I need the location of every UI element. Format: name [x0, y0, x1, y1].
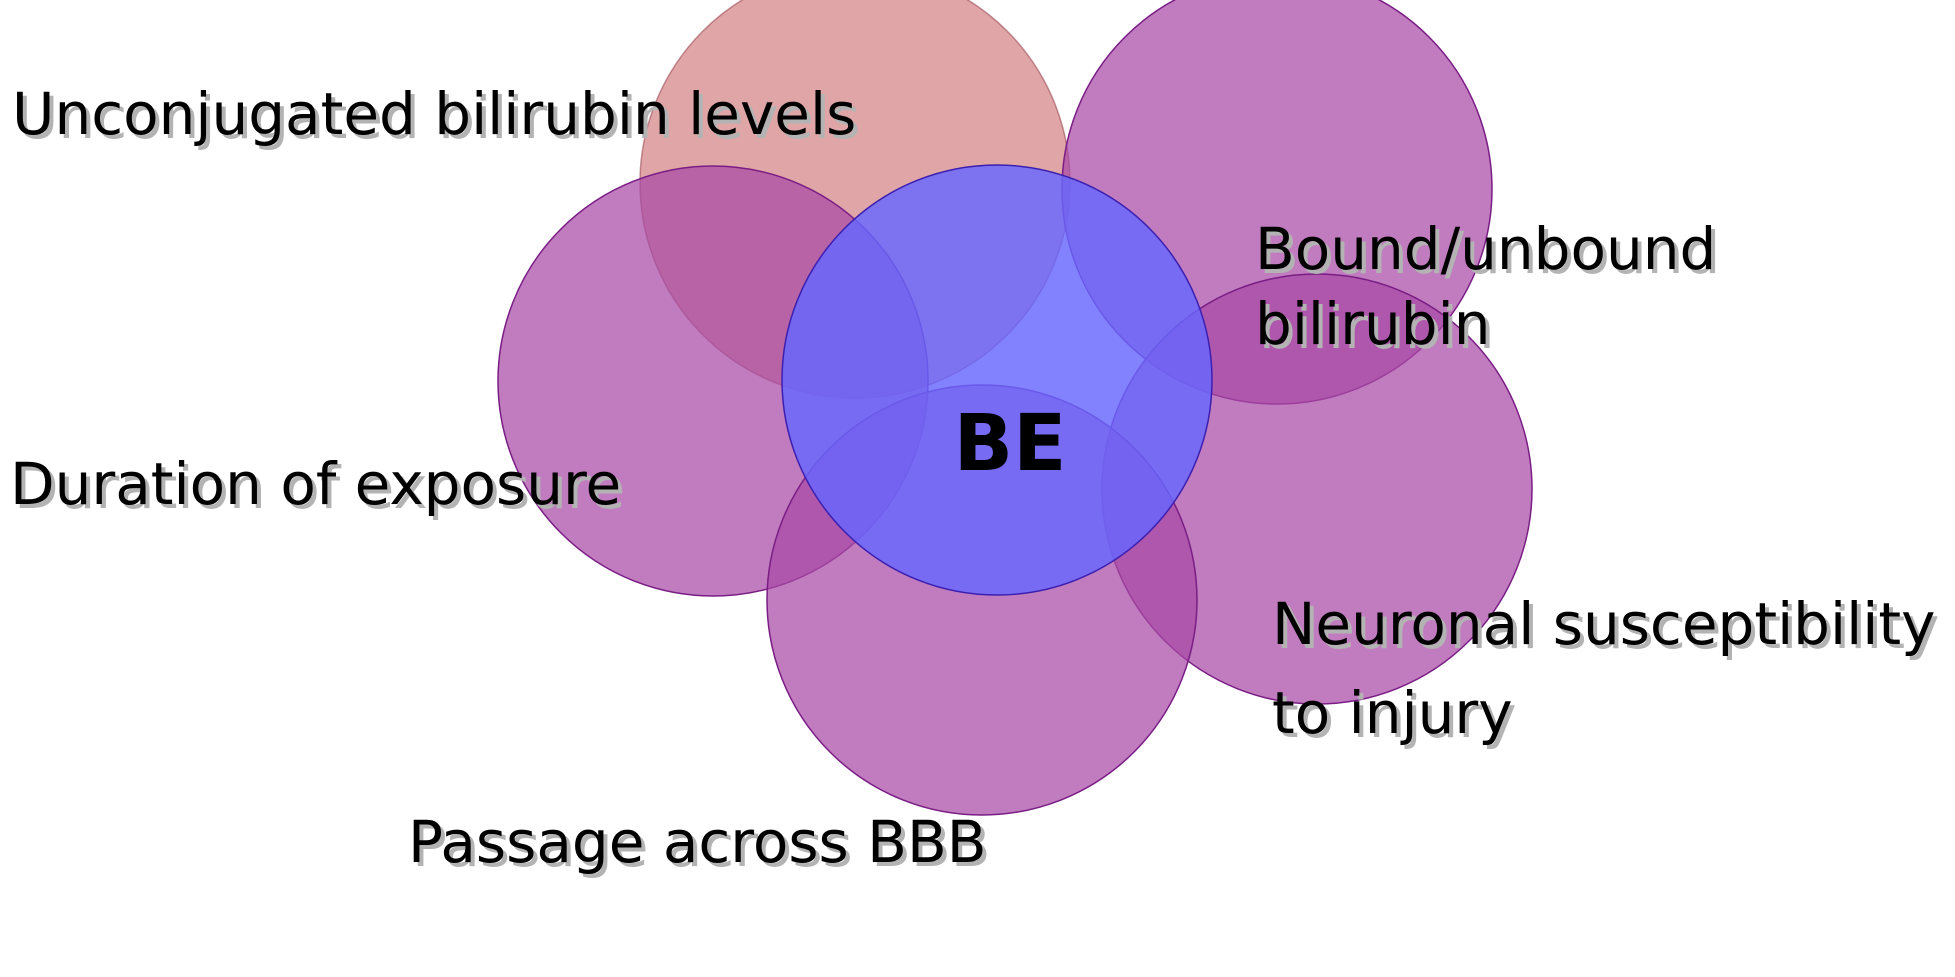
label-unconjugated-bilirubin: Unconjugated bilirubin levels Unconjugat… [12, 80, 860, 152]
svg-text:Unconjugated bilirubin levels: Unconjugated bilirubin levels [16, 84, 860, 152]
svg-text:to injury: to injury [1276, 683, 1517, 751]
label-bound-unbound-bilirubin: Bound/unbound Bound/unbound bilirubin bi… [1255, 215, 1720, 362]
svg-text:Bound/unbound: Bound/unbound [1255, 215, 1716, 283]
svg-text:bilirubin: bilirubin [1255, 290, 1490, 358]
svg-text:Duration of exposure: Duration of exposure [10, 450, 621, 518]
svg-text:Neuronal susceptibility: Neuronal susceptibility [1276, 594, 1939, 662]
label-neuronal-susceptibility: Neuronal susceptibility Neuronal suscept… [1272, 590, 1939, 751]
label-duration-of-exposure: Duration of exposure Duration of exposur… [10, 450, 625, 522]
svg-text:to injury: to injury [1272, 679, 1513, 747]
svg-text:Unconjugated bilirubin levels: Unconjugated bilirubin levels [12, 80, 856, 148]
circle-center-be [781, 164, 1213, 596]
svg-text:bilirubin: bilirubin [1259, 294, 1494, 362]
svg-text:Bound/unbound: Bound/unbound [1259, 219, 1720, 287]
center-label: BE [954, 399, 1067, 489]
svg-text:Duration of exposure: Duration of exposure [14, 454, 625, 522]
svg-text:Neuronal susceptibility: Neuronal susceptibility [1272, 590, 1935, 658]
label-passage-across-bbb: Passage across BBB Passage across BBB [408, 808, 991, 880]
svg-text:Passage across BBB: Passage across BBB [408, 808, 987, 876]
svg-text:Passage across BBB: Passage across BBB [412, 812, 991, 880]
